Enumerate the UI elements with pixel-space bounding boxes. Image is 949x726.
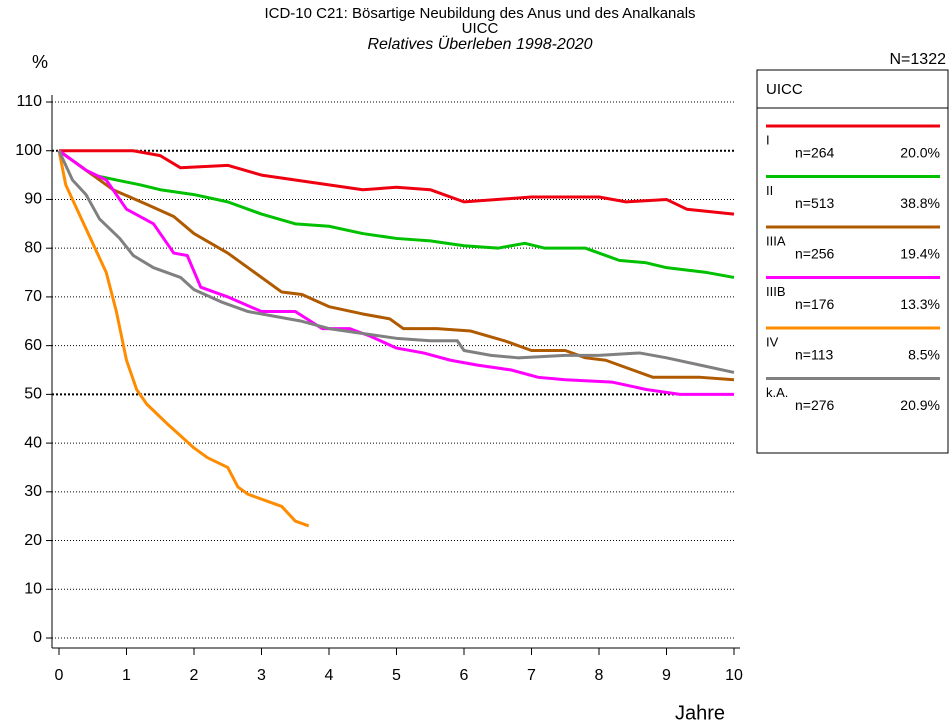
y-tick-label: 0 [33, 629, 42, 646]
legend-share: 38.8% [900, 195, 940, 211]
chart-subtitle: Relatives Überleben 1998-2020 [367, 35, 592, 53]
legend-box [756, 69, 949, 454]
total-label: N=1322 [890, 51, 947, 68]
legend-label: II [766, 183, 773, 198]
y-tick-label: 60 [24, 337, 42, 354]
y-tick-label: 70 [24, 288, 42, 305]
x-axis-label: Jahre [675, 702, 725, 724]
survival-curve [58, 149, 734, 396]
x-tick-label: 2 [190, 667, 199, 684]
y-tick-label: 110 [16, 93, 42, 110]
y-tick-label: 80 [24, 239, 42, 256]
survival-curve [57, 150, 310, 528]
legend-count: n=513 [795, 195, 835, 211]
legend-label: IV [766, 334, 779, 349]
x-tick-label: 6 [460, 667, 469, 684]
y-tick-label: 90 [24, 191, 42, 208]
x-tick-label: 1 [122, 667, 131, 684]
survival-curve [59, 149, 735, 216]
x-tick-label: 10 [725, 667, 743, 684]
x-tick-label: 0 [55, 667, 64, 684]
legend-share: 13.3% [900, 296, 940, 312]
legend-count: n=276 [795, 397, 835, 413]
legend-count: n=264 [795, 145, 835, 161]
x-tick-label: 5 [392, 667, 401, 684]
legend-label: IIIA [766, 233, 786, 248]
legend-title: UICC [766, 81, 803, 98]
legend-share: 8.5% [908, 347, 940, 363]
chart-title: ICD-10 C21: Bösartige Neubildung des Anu… [264, 5, 695, 22]
x-tick-label: 7 [527, 667, 536, 684]
y-tick-label: 30 [24, 483, 42, 500]
y-axis-label: % [32, 52, 48, 72]
y-tick-label: 10 [24, 580, 42, 597]
x-tick-label: 3 [257, 667, 266, 684]
legend-count: n=176 [795, 296, 835, 312]
legend-share: 19.4% [900, 246, 940, 262]
survival-curve [57, 150, 735, 374]
y-tick-label: 40 [24, 434, 42, 451]
legend-count: n=113 [795, 347, 833, 363]
y-tick-label: 100 [15, 142, 42, 159]
legend-count: n=256 [795, 246, 835, 262]
x-tick-label: 8 [595, 667, 604, 684]
survival-curve [58, 149, 735, 279]
y-tick-label: 20 [24, 532, 42, 549]
legend-label: k.A. [766, 385, 788, 400]
legend-label: I [766, 132, 770, 147]
legend-share: 20.9% [900, 397, 940, 413]
chart-subtitle: UICC [462, 20, 499, 37]
y-tick-label: 50 [24, 386, 42, 403]
x-tick-label: 4 [325, 667, 334, 684]
survival-curve [58, 149, 735, 382]
legend-share: 20.0% [900, 145, 940, 161]
legend-label: IIIB [766, 284, 786, 299]
x-tick-label: 9 [662, 667, 671, 684]
